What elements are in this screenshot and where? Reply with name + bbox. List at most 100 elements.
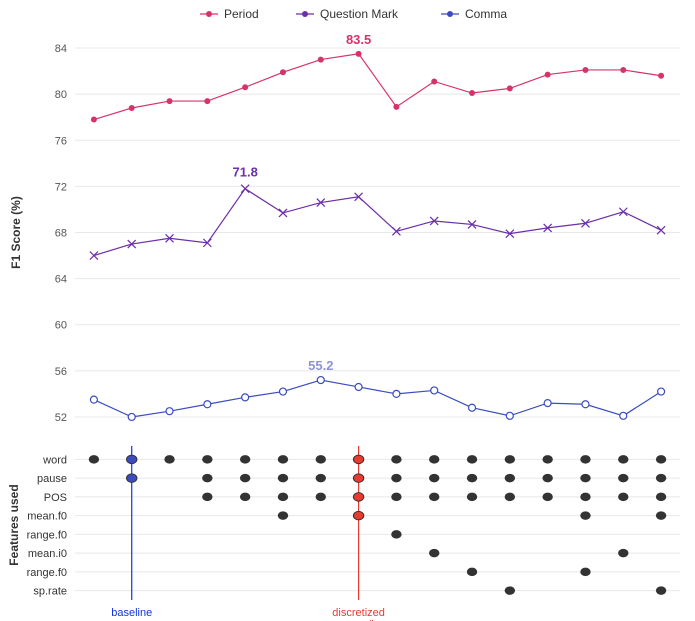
series-marker bbox=[545, 72, 551, 78]
feature-dot bbox=[429, 549, 439, 557]
series-marker bbox=[204, 98, 210, 104]
series-marker bbox=[469, 90, 475, 96]
y-tick-label: 64 bbox=[55, 274, 67, 286]
legend-label: Period bbox=[224, 7, 259, 21]
callout-label: 71.8 bbox=[233, 165, 258, 180]
series-marker bbox=[242, 84, 248, 90]
feature-dot bbox=[542, 493, 552, 501]
series-marker bbox=[469, 404, 476, 411]
feature-label: POS bbox=[44, 492, 67, 504]
series-marker bbox=[393, 390, 400, 397]
feature-dot bbox=[391, 530, 401, 538]
highlight-label: baseline bbox=[111, 607, 152, 619]
series-marker bbox=[91, 117, 97, 123]
series-marker bbox=[279, 388, 286, 395]
feature-dot bbox=[391, 474, 401, 482]
legend-marker bbox=[206, 11, 212, 17]
feature-dot bbox=[618, 493, 628, 501]
series-marker bbox=[280, 69, 286, 75]
highlight-label: discretized bbox=[332, 607, 385, 619]
feature-dot bbox=[580, 568, 590, 576]
y-tick-label: 56 bbox=[55, 366, 67, 378]
feature-dot bbox=[467, 493, 477, 501]
feature-dot bbox=[353, 493, 363, 501]
chart-svg: PeriodQuestion MarkComma5256606468727680… bbox=[0, 0, 695, 621]
chart-container: PeriodQuestion MarkComma5256606468727680… bbox=[0, 0, 695, 621]
series-marker bbox=[129, 105, 135, 111]
series-marker bbox=[431, 78, 437, 84]
y-tick-label: 52 bbox=[55, 412, 67, 424]
series-marker bbox=[166, 408, 173, 415]
feature-dot bbox=[353, 455, 363, 463]
feature-dot bbox=[505, 493, 515, 501]
feature-dot bbox=[278, 493, 288, 501]
feature-label: range.f0 bbox=[27, 567, 67, 579]
feature-dot bbox=[580, 511, 590, 519]
feature-dot bbox=[278, 511, 288, 519]
series-marker bbox=[506, 412, 513, 419]
feature-dot bbox=[429, 493, 439, 501]
feature-dot bbox=[316, 455, 326, 463]
feature-dot bbox=[240, 474, 250, 482]
feature-dot bbox=[505, 474, 515, 482]
series-line bbox=[94, 189, 661, 256]
feature-dot bbox=[467, 474, 477, 482]
feature-label: range.f0 bbox=[27, 529, 67, 541]
feature-dot bbox=[656, 455, 666, 463]
feature-label: mean.f0 bbox=[27, 511, 67, 523]
feature-dot bbox=[618, 474, 628, 482]
feature-dot bbox=[467, 455, 477, 463]
feature-dot bbox=[127, 455, 137, 463]
feature-dot bbox=[391, 455, 401, 463]
legend-marker bbox=[302, 11, 308, 17]
series-marker bbox=[582, 401, 589, 408]
legend-marker bbox=[447, 11, 453, 17]
series-marker bbox=[507, 85, 513, 91]
feature-dot bbox=[127, 474, 137, 482]
feature-dot bbox=[353, 474, 363, 482]
feature-dot bbox=[240, 455, 250, 463]
feature-dot bbox=[202, 493, 212, 501]
feature-dot bbox=[656, 586, 666, 594]
features-axis-label: Features used bbox=[7, 484, 21, 565]
series-marker bbox=[544, 400, 551, 407]
series-marker bbox=[128, 413, 135, 420]
series-marker bbox=[242, 394, 249, 401]
series-marker bbox=[317, 377, 324, 384]
feature-label: pause bbox=[37, 473, 67, 485]
y-axis-label: F1 Score (%) bbox=[9, 196, 23, 269]
feature-label: sp.rate bbox=[33, 586, 67, 598]
series-line bbox=[94, 54, 661, 120]
feature-dot bbox=[618, 455, 628, 463]
feature-dot bbox=[429, 474, 439, 482]
series-marker bbox=[658, 388, 665, 395]
feature-dot bbox=[467, 568, 477, 576]
feature-dot bbox=[202, 455, 212, 463]
y-tick-label: 60 bbox=[55, 320, 67, 332]
series-marker bbox=[355, 383, 362, 390]
callout-label: 55.2 bbox=[308, 358, 333, 373]
feature-dot bbox=[164, 455, 174, 463]
series-marker bbox=[658, 73, 664, 79]
feature-dot bbox=[240, 493, 250, 501]
feature-dot bbox=[542, 455, 552, 463]
feature-label: word bbox=[42, 454, 67, 466]
feature-dot bbox=[202, 474, 212, 482]
y-tick-label: 80 bbox=[55, 89, 67, 101]
y-tick-label: 72 bbox=[55, 181, 67, 193]
series-marker bbox=[582, 67, 588, 73]
series-marker bbox=[393, 104, 399, 110]
feature-dot bbox=[618, 549, 628, 557]
legend-label: Question Mark bbox=[320, 7, 399, 21]
series-marker bbox=[356, 51, 362, 57]
feature-dot bbox=[656, 493, 666, 501]
feature-dot bbox=[505, 455, 515, 463]
feature-dot bbox=[278, 455, 288, 463]
series-marker bbox=[318, 57, 324, 63]
feature-dot bbox=[580, 455, 590, 463]
feature-dot bbox=[316, 493, 326, 501]
series-marker bbox=[167, 98, 173, 104]
feature-dot bbox=[429, 455, 439, 463]
series-marker bbox=[90, 396, 97, 403]
feature-dot bbox=[353, 511, 363, 519]
